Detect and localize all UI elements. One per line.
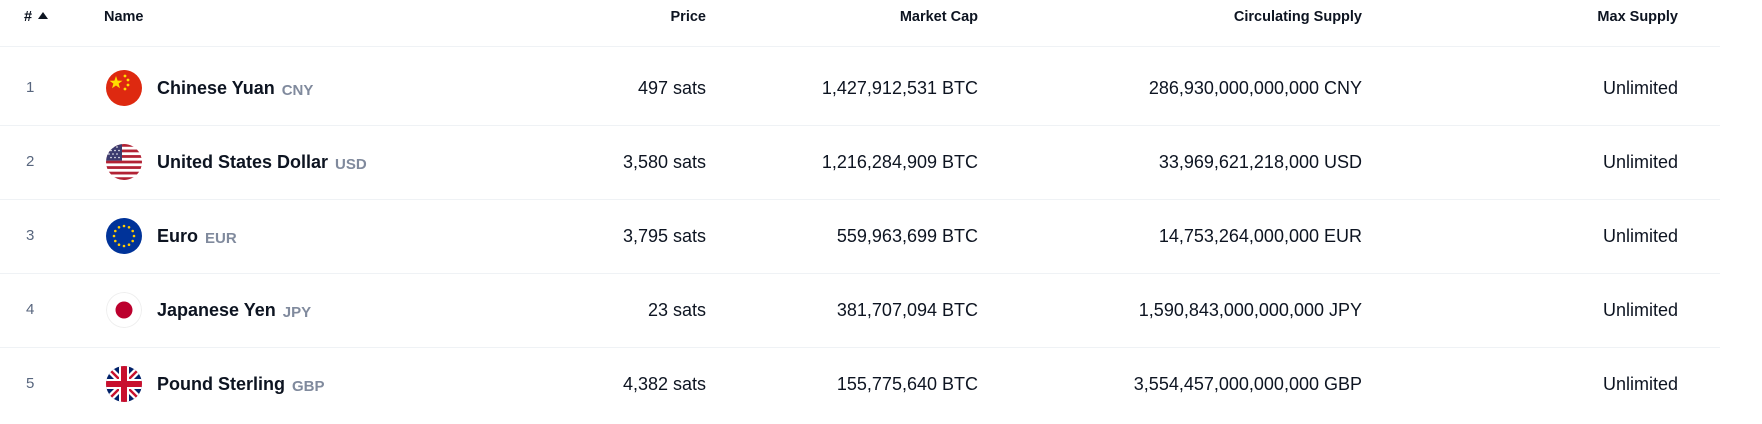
- table-row[interactable]: 5 Pound Sterling GBP 4,382 sats 155,775: [0, 347, 1720, 421]
- market-cap-header[interactable]: Market Cap: [899, 9, 978, 25]
- price-cell: 3,795 sats: [622, 226, 706, 246]
- name-cell[interactable]: Chinese Yuan CNY: [106, 51, 313, 125]
- circulating-supply-cell: 14,753,264,000,000 EUR: [1158, 226, 1362, 246]
- rank-cell: 5: [26, 375, 35, 392]
- circulating-supply-cell: 33,969,621,218,000 USD: [1158, 152, 1362, 172]
- rank-header: #: [24, 9, 33, 25]
- circulating-supply-cell: 1,590,843,000,000,000 JPY: [1138, 300, 1362, 320]
- currency-name: Chinese Yuan: [157, 78, 275, 98]
- uk-flag-icon: [106, 366, 142, 402]
- max-supply-cell: Unlimited: [1602, 152, 1678, 172]
- name-header[interactable]: Name: [104, 9, 144, 25]
- market-cap-cell: 1,216,284,909 BTC: [821, 152, 978, 172]
- currency-code: GBP: [292, 378, 325, 395]
- table-row[interactable]: 1 Chinese Yuan CNY 497 sats 1,427,912,53…: [0, 51, 1720, 126]
- price-cell: 23 sats: [647, 300, 706, 320]
- currency-code: JPY: [282, 304, 312, 321]
- market-cap-cell: 381,707,094 BTC: [836, 300, 978, 320]
- rank-cell: 2: [26, 153, 35, 170]
- name-cell[interactable]: Pound Sterling GBP: [106, 347, 325, 421]
- market-cap-cell: 155,775,640 BTC: [836, 374, 978, 394]
- table-row[interactable]: 3 Euro E: [0, 199, 1720, 274]
- table-header: # Name Price Market Cap Circulating Supp…: [0, 0, 1720, 47]
- max-supply-cell: Unlimited: [1602, 226, 1678, 246]
- circulating-supply-cell: 3,554,457,000,000,000 GBP: [1133, 374, 1362, 394]
- china-flag-icon: [106, 70, 142, 106]
- rank-cell: 1: [26, 79, 35, 96]
- table-row[interactable]: 4 Japanese Yen JPY 23 sats 381,707,094 B…: [0, 273, 1720, 348]
- name-cell[interactable]: United States Dollar USD: [106, 125, 367, 199]
- sort-by-rank[interactable]: #: [24, 9, 49, 25]
- currency-name: United States Dollar: [157, 152, 329, 172]
- currency-name: Pound Sterling: [157, 374, 285, 394]
- circulating-supply-header[interactable]: Circulating Supply: [1233, 9, 1362, 25]
- max-supply-cell: Unlimited: [1602, 300, 1678, 320]
- sort-ascending-icon: [38, 12, 49, 19]
- price-cell: 3,580 sats: [622, 152, 706, 172]
- currency-code: USD: [335, 156, 367, 173]
- max-supply-cell: Unlimited: [1602, 374, 1678, 394]
- rank-cell: 3: [26, 227, 35, 244]
- circulating-supply-cell: 286,930,000,000,000 CNY: [1148, 78, 1362, 98]
- rank-cell: 4: [26, 301, 35, 318]
- currency-code: EUR: [205, 230, 237, 247]
- table-row[interactable]: 2 United State: [0, 125, 1720, 200]
- eu-flag-icon: [106, 218, 142, 254]
- name-cell[interactable]: Euro EUR: [106, 199, 237, 273]
- name-cell[interactable]: Japanese Yen JPY: [106, 273, 311, 347]
- japan-flag-icon: [106, 292, 142, 328]
- max-supply-header[interactable]: Max Supply: [1597, 9, 1678, 25]
- currency-name: Euro: [157, 226, 199, 246]
- max-supply-cell: Unlimited: [1602, 78, 1678, 98]
- price-header[interactable]: Price: [670, 9, 706, 25]
- price-cell: 497 sats: [637, 78, 706, 98]
- market-cap-cell: 1,427,912,531 BTC: [821, 78, 978, 98]
- price-cell: 4,382 sats: [622, 374, 706, 394]
- currency-table: # Name Price Market Cap Circulating Supp…: [0, 0, 1720, 402]
- currency-name: Japanese Yen: [157, 300, 276, 320]
- currency-code: CNY: [281, 82, 314, 99]
- usa-flag-icon: [106, 144, 142, 180]
- market-cap-cell: 559,963,699 BTC: [836, 226, 978, 246]
